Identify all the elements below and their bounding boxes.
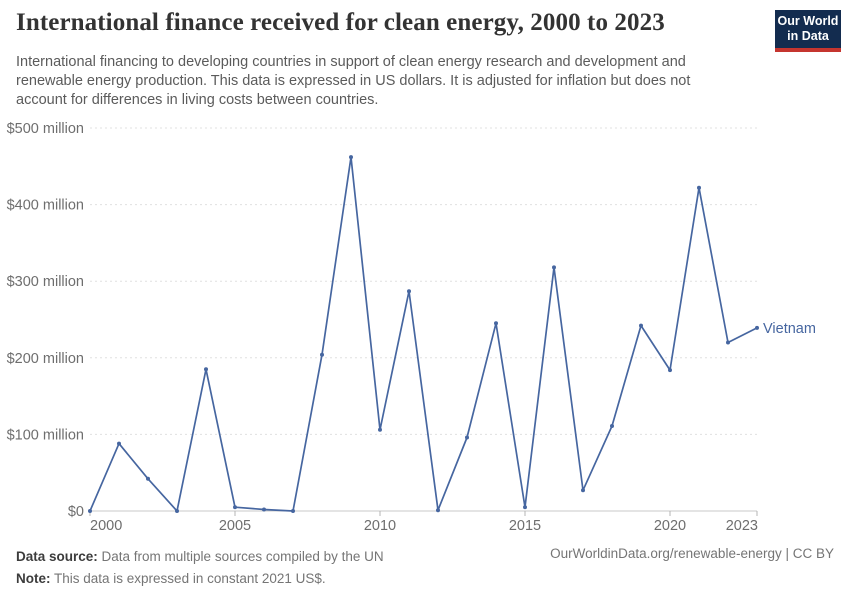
owid-logo-line2: in Data [787, 29, 829, 43]
data-point-2014[interactable] [494, 321, 498, 326]
owid-logo-line1: Our World [777, 14, 839, 28]
data-point-2012[interactable] [436, 508, 440, 513]
data-point-2008[interactable] [320, 352, 324, 357]
data-point-2004[interactable] [204, 367, 208, 372]
data-point-2002[interactable] [146, 476, 150, 481]
data-point-2017[interactable] [581, 488, 585, 493]
note-text: This data is expressed in constant 2021 … [50, 571, 326, 586]
y-tick-label: $200 million [7, 351, 84, 367]
data-point-2005[interactable] [233, 505, 237, 510]
footer-source-note: Data source: Data from multiple sources … [16, 546, 384, 590]
x-tick-label: 2015 [509, 518, 541, 534]
x-tick-label: 2023 [726, 518, 758, 534]
chart-subtitle: International financing to developing co… [16, 54, 691, 108]
data-point-2022[interactable] [726, 340, 730, 345]
y-tick-label: $100 million [7, 427, 84, 443]
data-point-2011[interactable] [407, 289, 411, 294]
source-line: Data source: Data from multiple sources … [16, 546, 384, 568]
source-label: Data source: [16, 549, 98, 564]
x-tick-label: 2000 [90, 518, 122, 534]
chart-title: International finance received for clean… [16, 9, 665, 36]
data-point-2003[interactable] [175, 509, 179, 513]
data-point-2009[interactable] [349, 155, 353, 160]
source-text: Data from multiple sources compiled by t… [97, 549, 384, 564]
owid-logo: Our World in Data [775, 10, 841, 52]
series-line[interactable] [89, 156, 758, 512]
data-point-2000[interactable] [88, 509, 92, 513]
data-point-2013[interactable] [465, 435, 469, 440]
data-point-2001[interactable] [117, 441, 121, 446]
note-line: Note: This data is expressed in constant… [16, 568, 384, 590]
data-point-2021[interactable] [697, 185, 701, 190]
x-tick-label: 2005 [219, 518, 251, 534]
y-tick-label: $0 [68, 504, 84, 520]
x-tick-label: 2010 [364, 518, 396, 534]
data-point-2007[interactable] [291, 509, 295, 513]
y-tick-label: $400 million [7, 198, 84, 214]
owid-url-link[interactable]: OurWorldinData.org/renewable-energy | CC… [550, 546, 834, 561]
series-end-label[interactable]: Vietnam [763, 321, 816, 337]
data-point-2006[interactable] [262, 507, 266, 512]
x-tick-label: 2020 [654, 518, 686, 534]
data-point-2018[interactable] [610, 424, 614, 428]
y-tick-label: $300 million [7, 274, 84, 290]
data-point-2010[interactable] [378, 427, 382, 432]
data-point-2016[interactable] [552, 265, 556, 270]
note-label: Note: [16, 571, 51, 586]
data-point-2019[interactable] [639, 323, 643, 328]
y-tick-label: $500 million [7, 121, 84, 137]
data-point-2015[interactable] [523, 505, 527, 510]
data-point-2020[interactable] [668, 368, 672, 373]
data-point-2023[interactable] [755, 325, 759, 330]
